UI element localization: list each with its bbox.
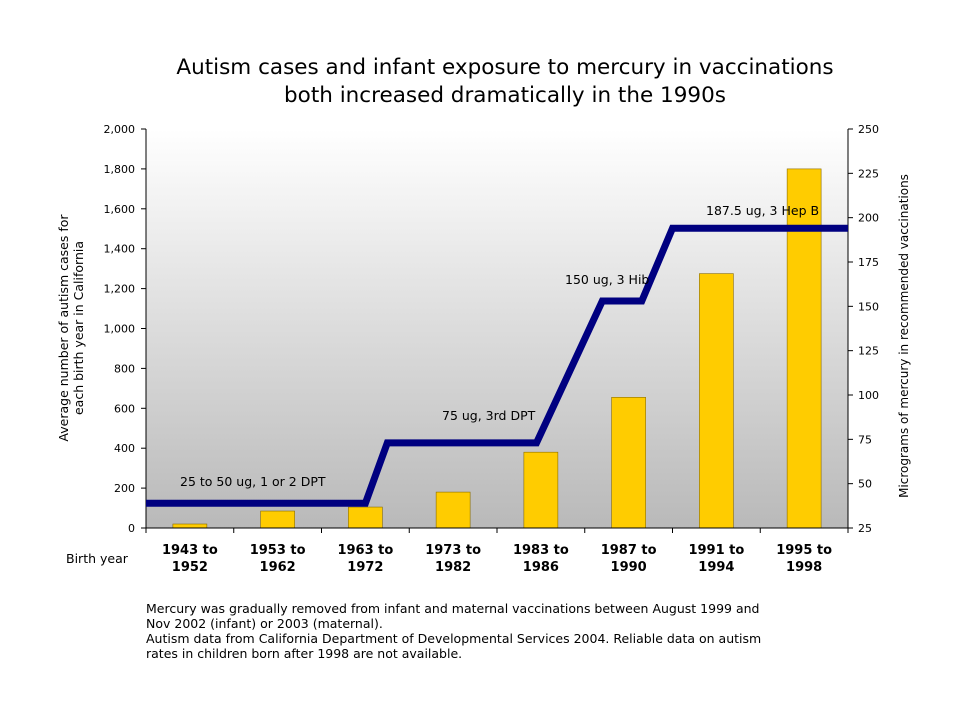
right-tick-label: 25 [858,522,872,535]
right-tick-label: 125 [858,345,879,358]
right-tick-label: 250 [858,123,879,136]
right-tick-label: 100 [858,389,879,402]
annotation-dpt12: 25 to 50 ug, 1 or 2 DPT [180,474,326,489]
left-tick-label: 800 [114,362,135,375]
left-tick-label: 1,600 [104,203,136,216]
right-tick-label: 150 [858,300,879,313]
right-axis-title: Micrograms of mercury in recommended vac… [897,174,911,498]
footnote: Mercury was gradually removed from infan… [146,601,926,661]
footnote-line-2: Nov 2002 (infant) or 2003 (maternal). [146,616,383,631]
x-tick-label: 1973 to 1982 [425,543,481,575]
annotation-dpt3: 75 ug, 3rd DPT [442,408,536,423]
chart-svg: 0 200 400 600 800 1,000 1,200 1,400 1,600 1,800 2,… [56,123,911,575]
annotation-hepb: 187.5 ug, 3 Hep B [706,203,820,218]
left-tick-label: 1,800 [104,163,136,176]
x-tick-label: 1953 to 1962 [250,543,306,575]
bar [172,523,208,529]
x-tick-label: 1983 to 1986 [513,543,569,575]
left-axis-title: Average number of autism cases foreach b… [56,214,86,442]
bar [523,451,559,529]
left-tick-label: 0 [128,522,135,535]
bar [435,491,471,529]
x-tick-label: 1987 to 1990 [601,543,657,575]
x-axis-title: Birth year [66,551,129,566]
annotation-hib: 150 ug, 3 Hib [565,272,650,287]
left-tick-label: 1,400 [104,243,136,256]
bar [699,273,734,529]
right-tick-label: 75 [858,433,872,446]
bar [611,397,646,529]
footnote-line-3: Autism data from California Department o… [146,631,762,646]
footnote-line-4: rates in children born after 1998 are no… [146,646,463,661]
left-tick-label: 200 [114,482,135,495]
x-tick-label: 1991 to 1994 [688,543,744,575]
left-tick-label: 1,200 [104,283,136,296]
bar [348,506,383,529]
left-tick-label: 2,000 [104,123,136,136]
plot-area [146,129,848,528]
left-tick-label: 1,000 [104,323,136,336]
mercury-line [146,224,848,507]
chart-title: Autism cases and infant exposure to merc… [0,54,960,110]
x-tick-label: 1963 to 1972 [337,543,393,575]
right-tick-label: 225 [858,167,879,180]
footnote-line-1: Mercury was gradually removed from infan… [146,601,760,616]
title-line-2: both increased dramatically in the 1990s [284,83,726,108]
right-tick-label: 50 [858,478,872,491]
right-tick-label: 175 [858,256,879,269]
left-tick-label: 600 [114,402,135,415]
x-tick-label: 1995 to 1998 [776,543,832,575]
x-tick-label: 1943 to 1952 [162,543,218,575]
bar [786,168,822,529]
left-tick-label: 400 [114,442,135,455]
bar [260,510,295,529]
title-line-1: Autism cases and infant exposure to merc… [176,55,834,80]
right-tick-label: 200 [858,212,879,225]
